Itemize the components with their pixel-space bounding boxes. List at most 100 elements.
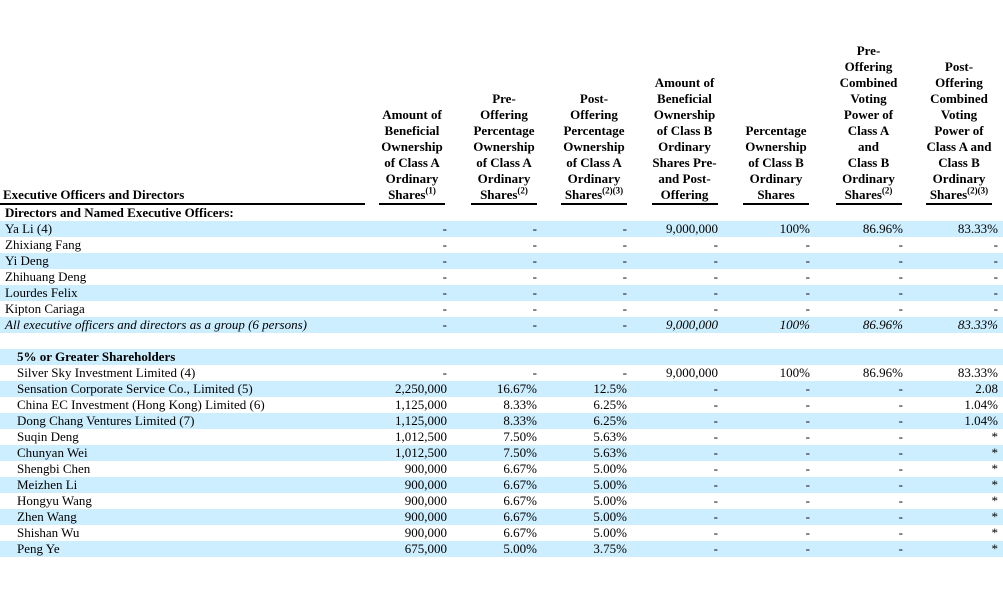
cell-value: *: [991, 509, 999, 524]
cell-value: 6.25%: [593, 413, 627, 428]
cell-value: *: [991, 445, 999, 460]
cell-value: 8.33%: [503, 397, 537, 412]
row-label: Sensation Corporate Service Co., Limited…: [17, 381, 253, 396]
cell-value: -: [713, 269, 718, 284]
cell-value: 86.96%: [862, 365, 903, 380]
cell-value: -: [532, 365, 537, 380]
cell-value: -: [805, 285, 810, 300]
column-header-line: Class A: [847, 123, 890, 138]
cell-value: -: [805, 269, 810, 284]
column-header: Pre- Offering Percentage Ownership of Class …: [459, 43, 549, 205]
cell-value: 9,000,000: [666, 317, 718, 332]
cell-value: -: [713, 285, 718, 300]
cell-value: 12.5%: [593, 381, 627, 396]
row-label: Chunyan Wei: [17, 445, 88, 460]
cell-value: -: [805, 381, 810, 396]
cell-value: -: [805, 541, 810, 556]
cell-value: -: [622, 301, 627, 316]
column-header: Post- Offering Percentage Ownership of Class…: [549, 43, 639, 205]
cell-value: 5.00%: [503, 541, 537, 556]
column-header-line: Ownership: [381, 139, 443, 154]
header-underline: [651, 203, 718, 205]
table-row: Sensation Corporate Service Co., Limited…: [0, 381, 1003, 397]
cell-value: -: [805, 477, 810, 492]
cell-value: -: [442, 285, 447, 300]
column-header-line: and: [858, 139, 879, 154]
table-row: Kipton Cariaga - - - - - - -: [0, 301, 1003, 317]
cell-value: -: [993, 237, 998, 252]
column-header-line: Offering: [935, 75, 983, 90]
spacer-cell: [0, 333, 1003, 349]
cell-value: 100%: [779, 317, 810, 332]
cell-value: -: [898, 397, 903, 412]
cell-value: 6.25%: [593, 397, 627, 412]
row-label: Shengbi Chen: [17, 461, 91, 476]
row-label: All executive officers and directors as …: [5, 317, 307, 332]
cell-value: *: [991, 477, 999, 492]
cell-value: -: [532, 285, 537, 300]
cell-value: -: [898, 461, 903, 476]
footnote-superscript: (2): [881, 185, 893, 196]
cell-value: -: [805, 525, 810, 540]
cell-value: 16.67%: [496, 381, 537, 396]
column-header: Pre- Offering Combined Voting Power of Class …: [822, 43, 915, 205]
cell-value: *: [991, 525, 999, 540]
cell-value: 5.00%: [593, 461, 627, 476]
footnote-superscript: (2)(3): [602, 185, 624, 196]
row-label: Kipton Cariaga: [5, 301, 85, 316]
cell-value: 3.75%: [593, 541, 627, 556]
beneficial-ownership-table: Executive Officers and Directors Amount …: [0, 43, 1003, 557]
cell-value: -: [993, 285, 998, 300]
cell-value: 86.96%: [862, 317, 903, 332]
cell-value: 9,000,000: [666, 365, 718, 380]
cell-value: -: [898, 493, 903, 508]
column-header-line: Ownership: [473, 139, 535, 154]
column-header-line: Voting: [850, 91, 887, 106]
section-label: 5% or Greater Shareholders: [17, 349, 176, 364]
cell-value: -: [713, 509, 718, 524]
cell-value: -: [805, 493, 810, 508]
cell-value: -: [622, 365, 627, 380]
table-row: Ya Li (4) - - - 9,000,000 100% 86.96% 83.33%: [0, 221, 1003, 237]
cell-value: 7.50%: [503, 429, 537, 444]
cell-value: *: [991, 429, 999, 444]
header-underline: [926, 203, 992, 205]
cell-value: -: [805, 413, 810, 428]
cell-value: -: [805, 509, 810, 524]
column-header: Post- Offering Combined Voting Power of Class…: [915, 43, 1003, 205]
row-label: Shishan Wu: [17, 525, 80, 540]
cell-value: -: [993, 301, 998, 316]
cell-value: 8.33%: [503, 413, 537, 428]
table-body: Directors and Named Executive Officers: Y…: [0, 205, 1003, 557]
cell-value: -: [713, 413, 718, 428]
column-header-line: Amount of: [382, 107, 442, 122]
row-label: Yi Deng: [5, 253, 49, 268]
column-header-line: of Class A: [476, 155, 532, 170]
column-header-line: Shares(2): [480, 185, 528, 202]
column-header-line: Ordinary: [842, 171, 895, 186]
cell-value: 675,000: [404, 541, 447, 556]
column-header-line: Post-: [579, 91, 609, 106]
cell-value: -: [622, 317, 627, 332]
section-header-row: Directors and Named Executive Officers:: [0, 205, 1003, 221]
table-row: Zhihuang Deng - - - - - - -: [0, 269, 1003, 285]
footnote-superscript: (1): [425, 185, 436, 196]
cell-value: -: [532, 269, 537, 284]
column-header-line: Combined: [930, 91, 988, 106]
row-label: Meizhen Li: [17, 477, 78, 492]
column-header-label: Executive Officers and Directors: [3, 187, 185, 202]
cell-value: -: [898, 381, 903, 396]
cell-value: -: [898, 445, 903, 460]
column-header-line: Beneficial: [384, 123, 440, 138]
cell-value: -: [442, 237, 447, 252]
cell-value: -: [898, 253, 903, 268]
cell-value: 100%: [779, 221, 810, 236]
row-label: Lourdes Felix: [5, 285, 78, 300]
column-header-line: Power of: [843, 107, 894, 122]
cell-value: -: [805, 397, 810, 412]
cell-value: -: [713, 477, 718, 492]
table-row: Shengbi Chen 900,000 6.67% 5.00% - - - *: [0, 461, 1003, 477]
cell-value: 5.00%: [593, 509, 627, 524]
cell-value: -: [532, 221, 537, 236]
column-header-line: Shares(1): [388, 185, 436, 202]
